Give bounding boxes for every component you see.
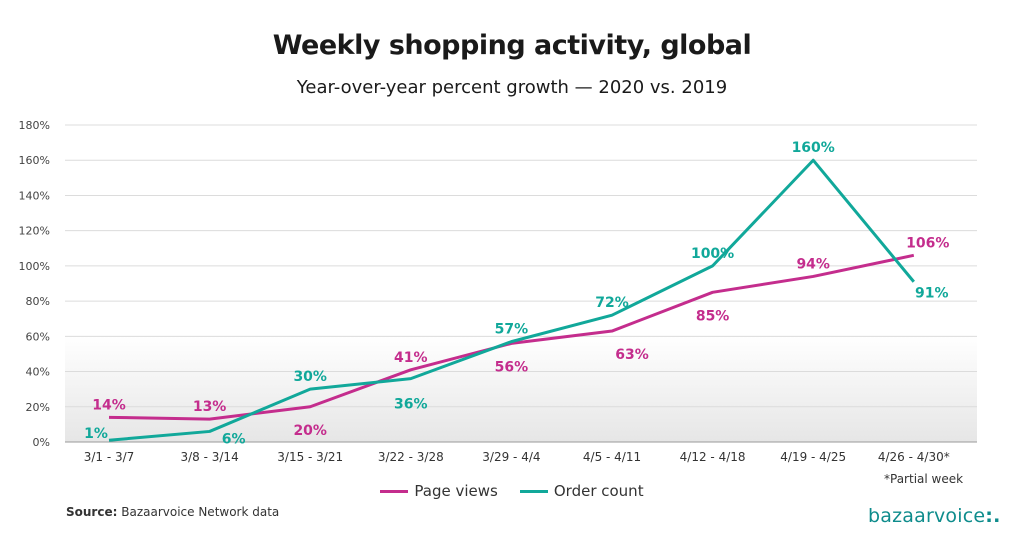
brand-wordmark: bazaarvoice [868, 505, 986, 527]
chart-title: Weekly shopping activity, global [272, 30, 752, 61]
series-lines [108, 158, 915, 442]
source-text: Bazaarvoice Network data [121, 505, 280, 519]
y-tick-label: 160% [19, 154, 50, 167]
legend-swatch-order-count [519, 489, 548, 493]
data-label: 36% [394, 397, 428, 413]
y-tick-label: 40% [26, 366, 50, 379]
brand-mark: :. [985, 505, 1001, 527]
y-tick-label: 20% [26, 401, 50, 414]
data-label: 63% [615, 347, 649, 363]
legend-item-order-count: Order count [519, 482, 644, 500]
x-tick-label: 4/26 - 4/30* [878, 450, 950, 464]
y-tick-label: 180% [19, 119, 50, 132]
series-line-page-views [108, 253, 915, 421]
data-label: 100% [691, 246, 734, 262]
gridlines [65, 124, 977, 443]
series-line-order-count [108, 158, 915, 442]
y-tick-label: 120% [19, 225, 50, 238]
data-label: 91% [915, 286, 949, 302]
data-label: 1% [84, 426, 108, 442]
x-tick-label: 4/19 - 4/25 [780, 450, 846, 464]
legend-label-page-views: Page views [414, 482, 498, 500]
legend-label-order-count: Order count [553, 482, 644, 500]
data-labels: 14% 13% 20% 41% 56% 63% 85% 94% 106% 1% 6% 30% 36% 57… [84, 140, 949, 447]
data-label: 85% [696, 308, 730, 324]
data-label: 56% [495, 359, 529, 375]
x-axis-tick-labels: 3/1 - 3/7 3/8 - 3/14 3/15 - 3/21 3/22 - 3/2… [84, 450, 950, 464]
data-label: 94% [796, 256, 830, 272]
data-label: 41% [394, 350, 428, 366]
chart-subtitle: Year-over-year percent growth — 2020 vs.… [296, 77, 728, 98]
x-tick-label: 4/12 - 4/18 [680, 450, 746, 464]
data-label: 106% [906, 235, 949, 251]
data-label: 72% [595, 295, 629, 311]
data-label: 57% [495, 322, 529, 338]
legend-swatch-page-views [380, 489, 409, 493]
legend: Page views Order count [0, 482, 1024, 500]
line-chart: 0% 20% 40% 60% 80% 100% 120% 140% 160% 180% 3/1 -… [19, 119, 977, 464]
data-label: 30% [293, 369, 327, 385]
data-label: 14% [92, 397, 126, 413]
x-tick-label: 4/5 - 4/11 [583, 450, 641, 464]
data-label: 20% [293, 423, 327, 439]
source-label: Source: [66, 505, 118, 519]
plot-background [65, 336, 977, 442]
y-tick-label: 0% [33, 436, 50, 449]
data-label: 13% [193, 399, 227, 415]
y-tick-label: 80% [26, 295, 50, 308]
data-label: 6% [222, 431, 246, 447]
x-tick-label: 3/1 - 3/7 [84, 450, 135, 464]
x-tick-label: 3/29 - 4/4 [482, 450, 540, 464]
bazaarvoice-logo: bazaarvoice:. [868, 505, 1000, 527]
partial-week-footnote: *Partial week [884, 472, 964, 486]
x-tick-label: 3/15 - 3/21 [277, 450, 343, 464]
data-label: 160% [792, 140, 835, 156]
x-tick-label: 3/22 - 3/28 [378, 450, 444, 464]
y-tick-label: 140% [19, 189, 50, 202]
y-axis-tick-labels: 0% 20% 40% 60% 80% 100% 120% 140% 160% 180% [19, 119, 50, 449]
y-tick-label: 60% [26, 330, 50, 343]
y-tick-label: 100% [19, 260, 50, 273]
source-note: Source: Bazaarvoice Network data [66, 505, 279, 519]
x-tick-label: 3/8 - 3/14 [180, 450, 238, 464]
legend-item-page-views: Page views [380, 482, 498, 500]
